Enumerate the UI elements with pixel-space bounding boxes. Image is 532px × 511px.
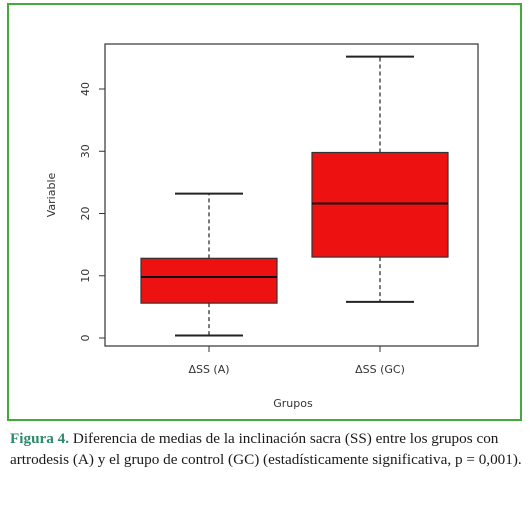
box-group xyxy=(140,192,278,337)
y-tick-label: 10 xyxy=(79,269,92,283)
x-tick-label: ΔSS (GC) xyxy=(355,363,405,376)
y-axis-label: Variable xyxy=(45,173,58,218)
y-tick-label: 20 xyxy=(79,207,92,221)
box-group xyxy=(311,55,449,303)
x-tick-label: ΔSS (A) xyxy=(188,363,229,376)
y-tick-label: 30 xyxy=(79,144,92,158)
iqr-box xyxy=(140,257,278,304)
caption-text: Diferencia de medias de la inclinación s… xyxy=(10,430,522,468)
boxplot-chart: 0 10 20 30 40 ΔSS (A) ΔSS (GC) Variable Grupos xyxy=(45,43,479,410)
x-axis-label: Grupos xyxy=(273,397,313,410)
y-tick-label: 0 xyxy=(79,335,92,342)
caption-label: Figura 4. xyxy=(10,430,70,447)
y-tick-label: 40 xyxy=(79,82,92,96)
iqr-box xyxy=(311,151,449,258)
figure-caption: Figura 4. Diferencia de medias de la inc… xyxy=(10,428,525,470)
